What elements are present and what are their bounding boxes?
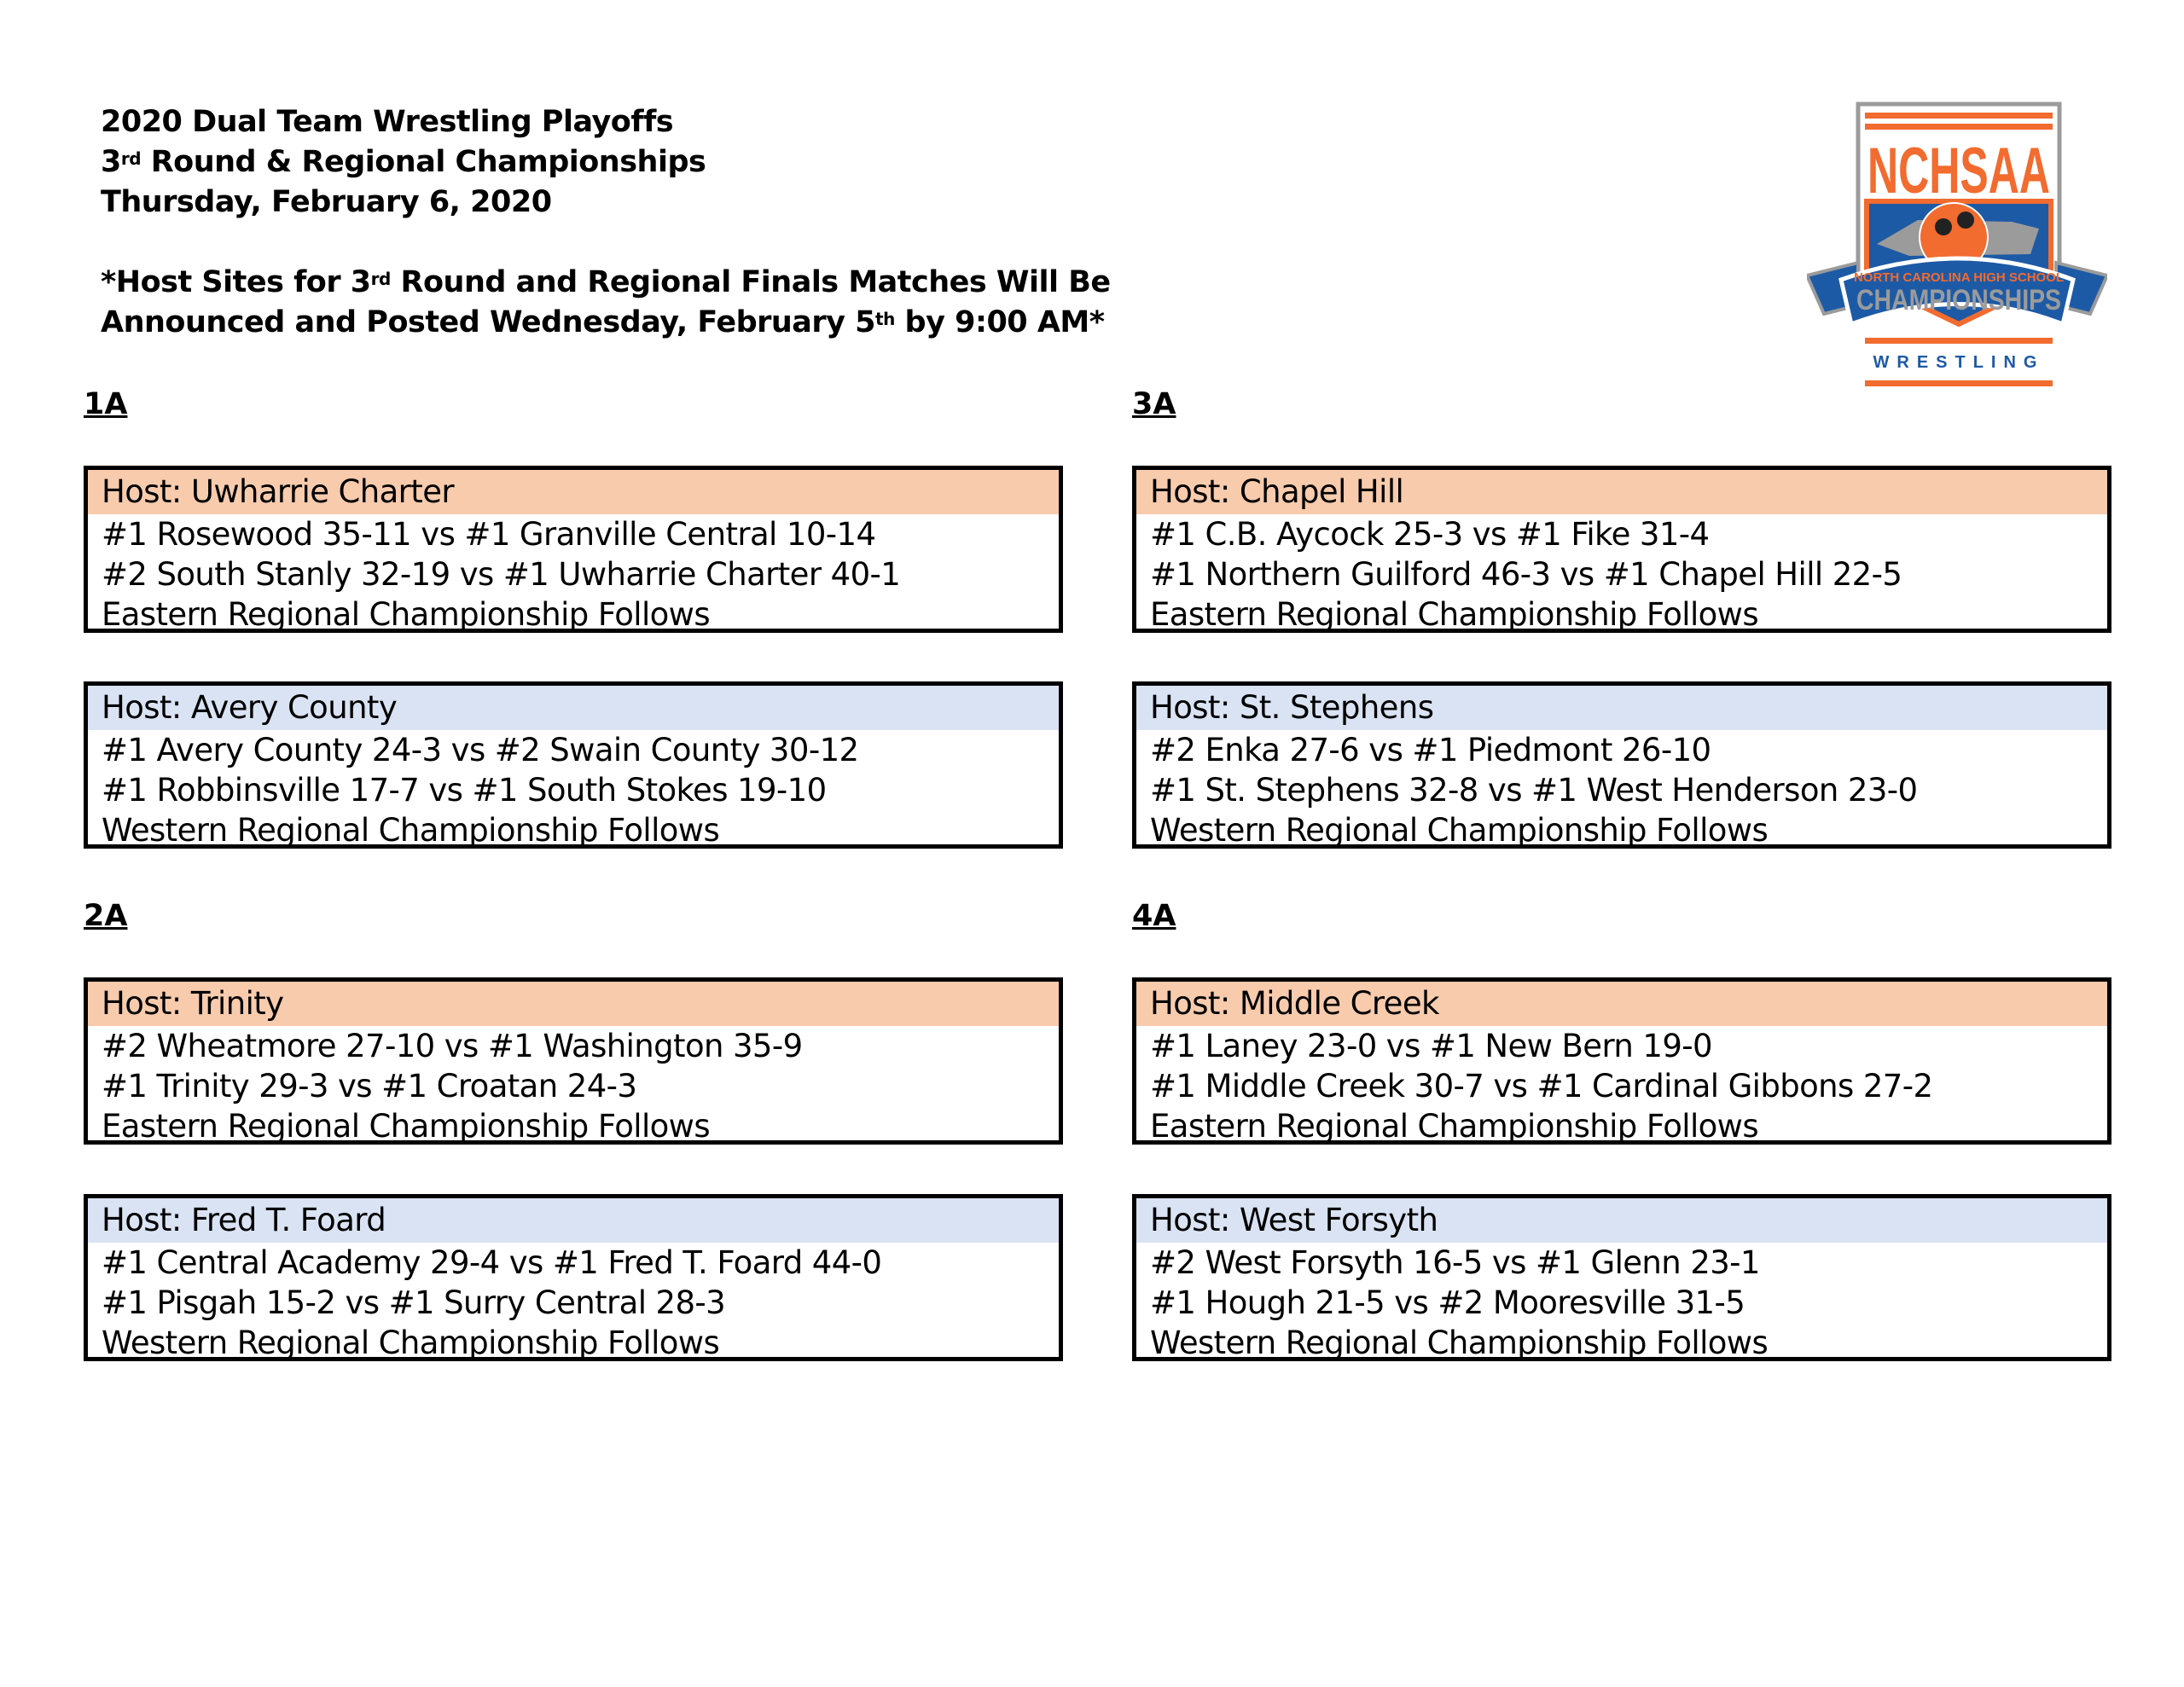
match-row: #1 Middle Creek 30-7 vs #1 Cardinal Gibb…	[1150, 1068, 1933, 1104]
match-box-2a-western: Host: Fred T. Foard #1 Central Academy 2…	[84, 1194, 1063, 1361]
host-notice: *Host Sites for 3rd Round and Regional F…	[101, 265, 1111, 339]
match-row: #2 Enka 27-6 vs #1 Piedmont 26-10	[1150, 732, 1711, 768]
match-box-1a-eastern: Host: Uwharrie Charter #1 Rosewood 35-11…	[84, 466, 1063, 633]
match-row: #2 South Stanly 32-19 vs #1 Uwharrie Cha…	[102, 556, 901, 593]
follow-note: Western Regional Championship Follows	[1150, 1325, 1769, 1361]
host-header: Host: Uwharrie Charter	[88, 470, 1059, 514]
host-header: Host: Middle Creek	[1136, 982, 2107, 1026]
follow-note: Western Regional Championship Follows	[102, 1325, 720, 1361]
doc-title: 2020 Dual Team Wrestling Playoffs 3rd Ro…	[101, 102, 706, 223]
match-box-3a-eastern: Host: Chapel Hill #1 C.B. Aycock 25-3 vs…	[1132, 466, 2111, 633]
match-row: #1 Northern Guilford 46-3 vs #1 Chapel H…	[1150, 556, 1902, 593]
match-row: #1 Avery County 24-3 vs #2 Swain County …	[102, 732, 859, 768]
match-row: #1 Robbinsville 17-7 vs #1 South Stokes …	[102, 772, 827, 809]
follow-note: Western Regional Championship Follows	[102, 812, 720, 849]
follow-note: Eastern Regional Championship Follows	[102, 596, 711, 633]
section-1a-label: 1A	[84, 387, 128, 421]
follow-note: Eastern Regional Championship Follows	[1150, 596, 1759, 633]
host-header: Host: Chapel Hill	[1136, 470, 2107, 514]
follow-note: Eastern Regional Championship Follows	[1150, 1108, 1759, 1145]
match-box-3a-western: Host: St. Stephens #2 Enka 27-6 vs #1 Pi…	[1132, 681, 2111, 849]
section-4a-label: 4A	[1132, 899, 1176, 933]
title-line-1: 2020 Dual Team Wrestling Playoffs	[101, 105, 674, 139]
match-row: #1 Laney 23-0 vs #1 New Bern 19-0	[1150, 1028, 1713, 1064]
section-3a-label: 3A	[1132, 387, 1176, 421]
svg-text:WRESTLING: WRESTLING	[1873, 353, 2045, 372]
section-2a-label: 2A	[84, 899, 128, 933]
match-box-1a-western: Host: Avery County #1 Avery County 24-3 …	[84, 681, 1063, 849]
svg-text:NORTH CAROLINA HIGH SCHOOL: NORTH CAROLINA HIGH SCHOOL	[1854, 270, 2064, 285]
match-row: #1 C.B. Aycock 25-3 vs #1 Fike 31-4	[1150, 516, 1710, 553]
match-row: #1 Trinity 29-3 vs #1 Croatan 24-3	[102, 1068, 637, 1104]
host-header: Host: Avery County	[88, 686, 1059, 730]
title-line-2: 3rd Round & Regional Championships	[101, 145, 706, 179]
match-row: #1 Pisgah 15-2 vs #1 Surry Central 28-3	[102, 1284, 726, 1321]
svg-text:CHAMPIONSHIPS: CHAMPIONSHIPS	[1856, 284, 2061, 316]
match-box-4a-eastern: Host: Middle Creek #1 Laney 23-0 vs #1 N…	[1132, 977, 2111, 1145]
nchsaa-logo: NCHSAA NORTH CAROLINA HIGH SCHOOL CHAMPI…	[1807, 101, 2107, 386]
svg-text:NCHSAA: NCHSAA	[1867, 135, 2050, 207]
match-box-4a-western: Host: West Forsyth #2 West Forsyth 16-5 …	[1132, 1194, 2111, 1361]
title-date: Thursday, February 6, 2020	[101, 185, 552, 219]
match-row: #2 West Forsyth 16-5 vs #1 Glenn 23-1	[1150, 1244, 1760, 1281]
match-row: #1 St. Stephens 32-8 vs #1 West Henderso…	[1150, 772, 1918, 809]
follow-note: Eastern Regional Championship Follows	[102, 1108, 711, 1145]
match-row: #2 Wheatmore 27-10 vs #1 Washington 35-9	[102, 1028, 803, 1064]
host-header: Host: Trinity	[88, 982, 1059, 1026]
match-box-2a-eastern: Host: Trinity #2 Wheatmore 27-10 vs #1 W…	[84, 977, 1063, 1145]
host-header: Host: West Forsyth	[1136, 1198, 2107, 1243]
host-header: Host: St. Stephens	[1136, 686, 2107, 730]
match-row: #1 Central Academy 29-4 vs #1 Fred T. Fo…	[102, 1244, 882, 1281]
host-header: Host: Fred T. Foard	[88, 1198, 1059, 1243]
match-row: #1 Hough 21-5 vs #2 Mooresville 31-5	[1150, 1284, 1745, 1321]
match-row: #1 Rosewood 35-11 vs #1 Granville Centra…	[102, 516, 876, 553]
follow-note: Western Regional Championship Follows	[1150, 812, 1769, 849]
